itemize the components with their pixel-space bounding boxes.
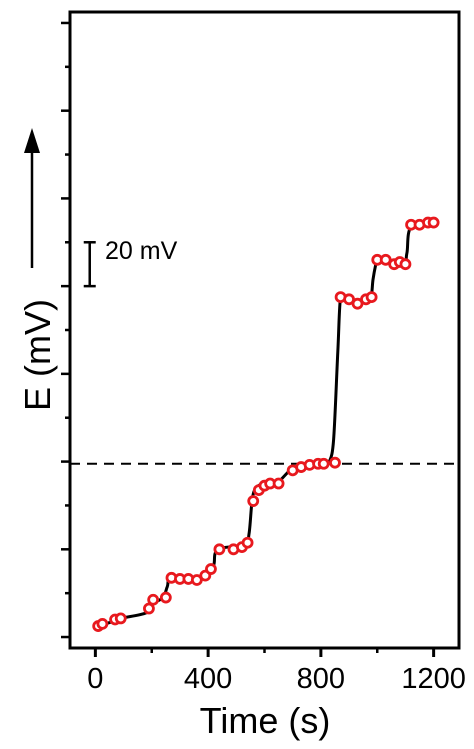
data-point-marker (213, 543, 226, 556)
fitted-curve-line (96, 221, 436, 628)
data-point-marker (399, 258, 412, 271)
data-point-marker (379, 253, 392, 266)
data-point-marker (205, 563, 217, 575)
data-point-marker (147, 593, 160, 606)
scale-bar-label: 20 mV (105, 237, 178, 265)
x-tick-label: 400 (184, 663, 232, 695)
data-point-marker (272, 477, 285, 490)
y-axis-label: E (mV) (17, 299, 58, 411)
data-point-marker (329, 456, 341, 469)
data-point-marker (159, 591, 172, 604)
marker-layer (92, 216, 440, 632)
curve-layer (96, 221, 436, 628)
data-point-marker (317, 457, 330, 470)
x-axis-label: Time (s) (200, 700, 331, 741)
data-point-marker (241, 536, 254, 549)
y-axis-label-group: E (mV) (17, 128, 58, 411)
plot-frame (68, 10, 461, 650)
data-point-marker (427, 216, 440, 229)
data-point-marker (365, 291, 378, 304)
x-tick-label: 0 (87, 663, 103, 695)
data-point-marker (114, 612, 127, 625)
y-axis-arrow-head (24, 128, 40, 153)
x-tick-label: 800 (297, 663, 345, 695)
data-point-marker (143, 602, 155, 615)
data-point-marker (96, 617, 109, 630)
data-point-marker (247, 495, 260, 507)
data-point-marker (343, 293, 355, 306)
axes-layer: 0 400 800 1200 (61, 10, 466, 695)
x-tick-label: 1200 (401, 663, 466, 695)
data-point-marker (190, 574, 203, 586)
data-point-marker (351, 297, 364, 310)
